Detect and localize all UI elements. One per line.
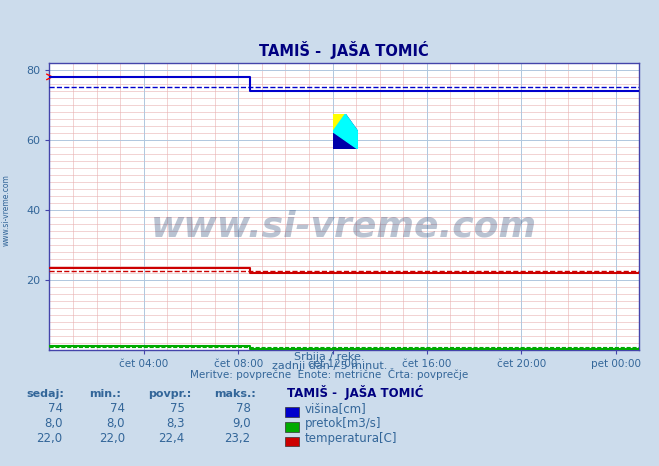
- Text: www.si-vreme.com: www.si-vreme.com: [2, 174, 11, 246]
- Text: Srbija / reke.: Srbija / reke.: [295, 352, 364, 362]
- Text: višina[cm]: višina[cm]: [304, 402, 366, 415]
- Text: 9,0: 9,0: [232, 417, 250, 430]
- Text: pretok[m3/s]: pretok[m3/s]: [304, 417, 381, 430]
- Text: 8,3: 8,3: [166, 417, 185, 430]
- Text: zadnji dan / 5 minut.: zadnji dan / 5 minut.: [272, 361, 387, 371]
- Text: 22,0: 22,0: [99, 432, 125, 445]
- Text: 22,0: 22,0: [36, 432, 63, 445]
- Text: Meritve: povprečne  Enote: metrične  Črta: povprečje: Meritve: povprečne Enote: metrične Črta:…: [190, 369, 469, 380]
- Polygon shape: [333, 114, 345, 131]
- Title: TAMIŠ -  JAŠA TOMIĆ: TAMIŠ - JAŠA TOMIĆ: [260, 41, 429, 59]
- Text: 75: 75: [169, 402, 185, 415]
- Polygon shape: [333, 114, 358, 149]
- Text: 22,4: 22,4: [158, 432, 185, 445]
- Text: www.si-vreme.com: www.si-vreme.com: [152, 209, 537, 243]
- Text: 8,0: 8,0: [44, 417, 63, 430]
- Text: sedaj:: sedaj:: [26, 389, 64, 399]
- Text: povpr.:: povpr.:: [148, 389, 192, 399]
- Text: temperatura[C]: temperatura[C]: [304, 432, 397, 445]
- Text: 78: 78: [235, 402, 250, 415]
- Text: 74: 74: [47, 402, 63, 415]
- Text: 8,0: 8,0: [107, 417, 125, 430]
- Text: TAMIŠ -  JAŠA TOMIĆ: TAMIŠ - JAŠA TOMIĆ: [287, 385, 423, 400]
- Text: min.:: min.:: [89, 389, 121, 399]
- Text: 23,2: 23,2: [224, 432, 250, 445]
- Text: maks.:: maks.:: [214, 389, 256, 399]
- Text: 74: 74: [110, 402, 125, 415]
- Polygon shape: [333, 114, 358, 149]
